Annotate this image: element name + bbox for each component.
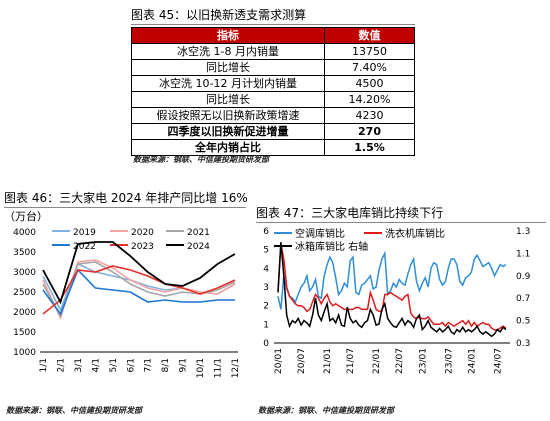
right-y-tick-label: 0.3 — [516, 339, 530, 349]
table-row: 四季度以旧换新促进增量 270 — [131, 123, 415, 140]
legend-label-2022: 2022 — [73, 242, 96, 252]
series-line-2022 — [42, 268, 235, 316]
left-y-tick-label: 5 — [263, 246, 269, 256]
x-tick-label: 8/1 — [161, 358, 171, 372]
y-tick-label: 1500 — [13, 328, 36, 338]
legend-label-2020: 2020 — [131, 228, 154, 238]
row-label: 同比增长 — [131, 91, 325, 108]
x-tick-label: 22/07 — [395, 348, 405, 374]
legend-label-2021: 2021 — [187, 228, 210, 238]
y-tick-label: 3500 — [13, 248, 36, 258]
legend-label: 洗衣机库销比 — [385, 227, 445, 240]
legend-label-2019: 2019 — [73, 228, 96, 238]
header-cell-indicator: 指标 — [131, 27, 325, 44]
right-y-tick-label: 0.5 — [516, 317, 530, 327]
legend-label-2023: 2023 — [131, 242, 154, 252]
fig45-table: 指标 数值 冰空洗 1-8 月内销量 13750 同比增长 7.40% 冰空洗 10-1… — [131, 27, 415, 156]
right-y-tick-label: 1.3 — [516, 227, 530, 237]
fig46-title-rule — [4, 207, 246, 208]
left-y-tick-label: 6 — [263, 227, 269, 237]
series-line-2 — [277, 242, 507, 338]
fig47-chart: 0 1 2 3 4 5 6 0.3 0.5 0.7 0.9 1.1 1.3 20/01 20/07 21/01… — [263, 227, 531, 374]
left-y-tick-label: 2 — [263, 302, 269, 312]
fig47-title-rule — [256, 222, 546, 223]
series-line-2023 — [42, 265, 236, 315]
table-body: 冰空洗 1-8 月内销量 13750 同比增长 7.40% 冰空洗 10-12 月计划内… — [131, 43, 415, 156]
x-tick-label: 2/1 — [56, 358, 66, 372]
x-tick-label: 7/1 — [144, 358, 154, 372]
right-y-tick-label: 1.1 — [516, 249, 530, 259]
x-tick-label: 4/1 — [91, 358, 101, 372]
table-row: 同比增长 14.20% — [131, 91, 415, 108]
legend-label: 冰箱库销比 右轴 — [295, 240, 368, 253]
x-tick-label: 1/1 — [39, 358, 49, 372]
series-line-2024 — [42, 241, 236, 305]
table-row: 假设按照无以旧换新政策增速 4230 — [131, 107, 415, 124]
y-tick-label: 1000 — [13, 348, 36, 358]
x-tick-label: 20/07 — [297, 348, 307, 374]
row-value: 4500 — [324, 75, 415, 92]
fig46-source: 数据来源：钢联、中信建投期货研发部 — [6, 406, 142, 415]
series-line-2020 — [42, 259, 236, 321]
row-value: 13750 — [324, 43, 415, 60]
table-row: 全年内销占比 1.5% — [131, 139, 415, 156]
series-line-1 — [277, 243, 507, 331]
fig45-title: 图表 45：以旧换新透支需求测算 — [131, 8, 307, 22]
right-y-tick-label: 0.7 — [516, 294, 530, 304]
x-tick-label: 23/07 — [444, 348, 454, 374]
row-label: 全年内销占比 — [131, 139, 325, 156]
fig45-source: 数据来源：钢联、中信建投期货研发部 — [133, 155, 269, 164]
y-tick-label: 4000 — [13, 228, 36, 238]
x-tick-label: 24/07 — [493, 348, 503, 374]
fig46-chart: 1000 1500 2000 2500 3000 3500 4000 1/1 2/1 3/1 4/1… — [13, 228, 241, 378]
left-y-tick-label: 4 — [263, 264, 269, 274]
x-tick-label: 22/01 — [372, 348, 382, 374]
row-value: 14.20% — [324, 91, 415, 108]
legend-label: 空调库销比 — [295, 227, 345, 240]
table-row: 同比增长 7.40% — [131, 59, 415, 76]
x-tick-label: 21/01 — [323, 348, 333, 374]
x-tick-label: 11/1 — [214, 358, 224, 378]
fig45-title-rule — [131, 24, 415, 25]
y-tick-label: 2000 — [13, 308, 36, 318]
row-label: 同比增长 — [131, 59, 325, 76]
table-row: 冰空洗 10-12 月计划内销量 4500 — [131, 75, 415, 92]
row-value: 1.5% — [324, 139, 415, 156]
x-tick-label: 24/01 — [467, 348, 477, 374]
x-tick-label: 20/01 — [274, 348, 284, 374]
row-label: 假设按照无以旧换新政策增速 — [131, 107, 325, 124]
legend-label-2024: 2024 — [187, 242, 210, 252]
fig47-title: 图表 47：三大家电库销比持续下行 — [256, 206, 444, 220]
x-tick-label: 10/1 — [196, 358, 206, 378]
y-tick-label: 2500 — [13, 288, 36, 298]
header-cell-value: 数值 — [324, 27, 415, 44]
table-row: 冰空洗 1-8 月内销量 13750 — [131, 43, 415, 60]
y-tick-label: 3000 — [13, 268, 36, 278]
left-y-tick-label: 3 — [263, 283, 269, 293]
series-line-0 — [277, 250, 507, 310]
fig47-source: 数据来源：钢联、中信建投期货研发部 — [258, 406, 394, 415]
left-y-tick-label: 0 — [263, 339, 269, 349]
x-tick-label: 12/1 — [231, 358, 241, 378]
row-label: 四季度以旧换新促进增量 — [131, 123, 325, 140]
row-value: 270 — [324, 123, 415, 140]
series-line-2021 — [42, 261, 236, 318]
x-tick-label: 5/1 — [109, 358, 119, 372]
x-tick-label: 23/01 — [418, 348, 428, 374]
fig46-unit: （万台） — [4, 210, 48, 223]
row-label: 冰空洗 10-12 月计划内销量 — [131, 75, 325, 92]
x-tick-label: 9/1 — [179, 358, 189, 372]
left-y-tick-label: 1 — [263, 320, 269, 330]
x-tick-label: 3/1 — [74, 358, 84, 372]
x-tick-label: 6/1 — [126, 358, 136, 372]
row-label: 冰空洗 1-8 月内销量 — [131, 43, 325, 60]
fig46-title: 图表 46：三大家电 2024 年排产同比增 16% — [4, 191, 248, 205]
table-header-row: 指标 数值 — [131, 27, 415, 44]
row-value: 7.40% — [324, 59, 415, 76]
right-y-tick-label: 0.9 — [516, 272, 531, 282]
row-value: 4230 — [324, 107, 415, 124]
x-tick-label: 21/07 — [346, 348, 356, 374]
